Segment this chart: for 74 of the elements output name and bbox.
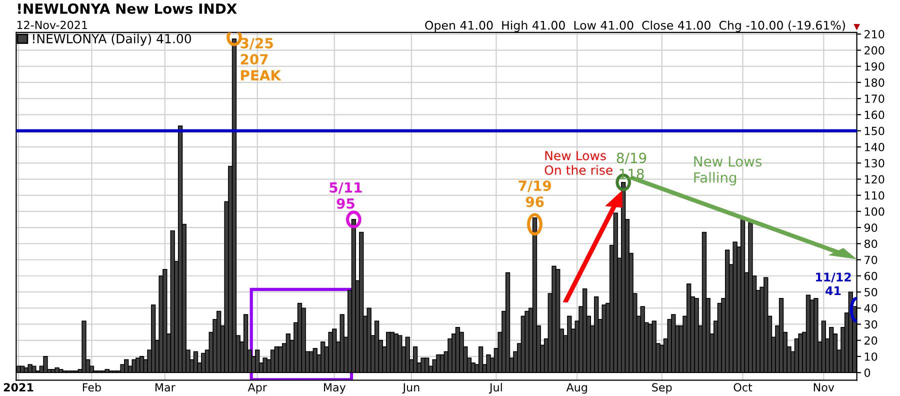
y-tick-label: 40: [864, 304, 878, 312]
bar: [243, 314, 248, 374]
y-tick-label: 50: [864, 288, 878, 296]
bar: [702, 232, 707, 374]
x-tick-label: Feb: [82, 382, 101, 392]
bar: [505, 272, 510, 374]
y-tick-label: 160: [864, 110, 884, 120]
y-tick-label: 70: [864, 256, 878, 264]
x-tick-label: Jul: [488, 382, 502, 394]
bar: [567, 316, 572, 374]
bar: [778, 298, 784, 374]
y-tick-label: 30: [864, 320, 878, 329]
bar: [694, 298, 699, 374]
bar: [424, 358, 430, 374]
text: ▼: [854, 24, 860, 30]
y-tick-label: 150: [864, 126, 884, 136]
bar: [748, 222, 753, 374]
bar: [151, 304, 156, 374]
y-tick-label: 170: [864, 94, 884, 103]
bar: [32, 366, 36, 374]
y-tick-label: 90: [864, 223, 878, 232]
annotation: 5/11 95: [330, 182, 362, 209]
annotation: 7/19 96: [518, 180, 551, 208]
x-tick-label: Apr: [248, 383, 267, 394]
bar: [359, 232, 364, 374]
bar: [814, 298, 818, 374]
annotation: 11/12 41: [816, 272, 851, 296]
text: Open 41.00 High 41.00 Low 41.00 Close 41.00 Chg -10.00 (-19.61%): [425, 20, 845, 32]
legend-label: !NEWLONYA (Daily) 41.00: [33, 34, 192, 46]
y-tick-label: 80: [864, 240, 878, 248]
y-tick-label: 110: [864, 191, 884, 200]
bar: [255, 350, 260, 374]
y-tick-label: 120: [864, 175, 884, 184]
bar: [43, 356, 48, 374]
y-tick-label: 20: [864, 336, 878, 345]
bar: [671, 314, 676, 374]
bar: [54, 367, 60, 374]
bar: [764, 277, 768, 374]
bar: [58, 368, 64, 374]
y-tick-label: 180: [864, 78, 884, 87]
bar: [20, 366, 25, 374]
x-tick-label: Oct: [734, 383, 752, 392]
bar: [412, 346, 418, 374]
bar: [366, 308, 372, 374]
bar: [332, 328, 337, 374]
x-tick-label: Mar: [156, 383, 176, 392]
y-tick-label: 190: [864, 62, 884, 71]
x-tick-label: Nov: [814, 383, 834, 392]
bar: [162, 269, 168, 374]
bar: [28, 364, 32, 374]
x-tick-label: Aug: [566, 383, 587, 394]
bar: [374, 320, 380, 374]
x-tick-label: Sep: [652, 383, 672, 394]
annotation: 3/25 207 PEAK: [240, 38, 282, 80]
bar: [82, 320, 86, 374]
bar: [478, 346, 484, 374]
bar: [556, 269, 560, 374]
chart-subtitle: 12-Nov-2021: [17, 20, 87, 30]
y-tick-label: 200: [864, 46, 884, 55]
y-tick-label: 130: [864, 159, 884, 168]
y-tick-label: 10: [864, 352, 878, 361]
x-tick-label: May: [324, 383, 346, 394]
chart-title: !NEWLONYA New Lows INDX: [18, 3, 237, 14]
bar: [262, 358, 268, 374]
y-tick-label: 60: [864, 272, 878, 280]
annotation: New Lows On the rise: [544, 151, 612, 175]
x-tick-label: Jun: [402, 383, 420, 394]
y-tick-label: 210: [864, 30, 884, 38]
y-tick-label: 100: [864, 207, 884, 216]
y-tick-label: 140: [864, 142, 884, 152]
x-tick-label: 2021: [4, 383, 34, 392]
y-tick-label: 0: [864, 368, 870, 377]
annotation: New Lows Falling: [694, 156, 762, 186]
bar: [232, 38, 237, 374]
